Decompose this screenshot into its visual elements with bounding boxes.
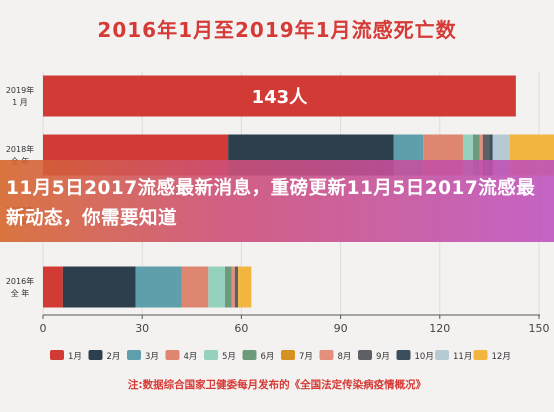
source-note: 注:数据综合国家卫健委每月发布的《全国法定传染病疫情概况》 — [127, 379, 427, 391]
bar-segment — [181, 266, 209, 308]
bar-segment — [43, 266, 63, 308]
bar-segment — [62, 266, 136, 308]
category-label: 1 月 — [12, 98, 28, 107]
legend-label: 1月 — [68, 352, 82, 362]
legend-label: 11月 — [453, 352, 472, 362]
legend-swatch — [165, 350, 180, 360]
bar-segment — [482, 134, 490, 176]
legend-swatch — [396, 350, 411, 360]
legend-swatch — [319, 350, 334, 360]
bar-segment — [489, 134, 493, 176]
bar-segment — [472, 134, 480, 176]
bar-segment — [479, 134, 483, 176]
legend-label: 2月 — [107, 352, 121, 362]
legend-swatch — [204, 350, 218, 360]
legend-label: 5月 — [222, 352, 236, 362]
legend-label: 4月 — [184, 352, 198, 362]
legend-swatch — [281, 350, 295, 360]
legend-label: 8月 — [338, 352, 352, 362]
bar-segment — [238, 266, 252, 308]
bar-segment — [135, 266, 182, 308]
x-tick-label: 90 — [334, 322, 348, 335]
category-label: 全 年 — [11, 288, 30, 298]
x-tick-label: 120 — [429, 322, 450, 335]
x-tick-label: 60 — [234, 322, 248, 335]
bar-segment — [208, 266, 225, 308]
headline-banner[interactable]: 11月5日2017流感最新消息，重磅更新11月5日2017流感最新动态，你需要知… — [0, 160, 554, 242]
bar-segment — [462, 134, 473, 176]
bar-segment — [231, 266, 235, 308]
legend-label: 6月 — [261, 352, 275, 362]
legend-label: 9月 — [376, 352, 390, 362]
legend-label: 7月 — [299, 352, 313, 362]
legend-swatch — [88, 350, 103, 360]
bar-segment — [43, 75, 516, 117]
chart-title: 2016年1月至2019年1月流感死亡数 — [97, 18, 457, 42]
x-tick-label: 150 — [529, 322, 550, 335]
legend-label: 3月 — [145, 352, 159, 362]
category-label: 2018年 — [6, 144, 34, 154]
headline-text[interactable]: 11月5日2017流感最新消息，重磅更新11月5日2017流感最新动态，你需要知… — [6, 178, 536, 229]
legend-swatch — [127, 350, 141, 360]
legend-swatch — [50, 350, 64, 360]
legend-swatch — [358, 350, 372, 360]
data-label: 143人 — [252, 87, 309, 108]
x-tick-label: 30 — [135, 322, 149, 335]
legend-label: 12月 — [492, 352, 511, 362]
legend-label: 10月 — [415, 352, 434, 362]
legend-swatch — [242, 350, 257, 360]
category-label: 2019年 — [6, 85, 34, 95]
legend-swatch — [435, 350, 449, 360]
bar-segment — [224, 266, 232, 308]
legend-swatch — [473, 350, 488, 360]
bar-segment — [234, 266, 239, 308]
x-tick-label: 0 — [40, 322, 47, 335]
category-label: 2016年 — [6, 276, 34, 286]
